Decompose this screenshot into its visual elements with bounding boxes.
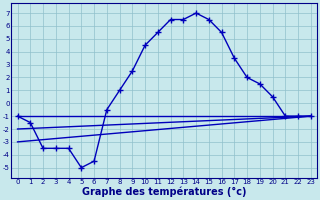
X-axis label: Graphe des températures (°c): Graphe des températures (°c) bbox=[82, 187, 246, 197]
